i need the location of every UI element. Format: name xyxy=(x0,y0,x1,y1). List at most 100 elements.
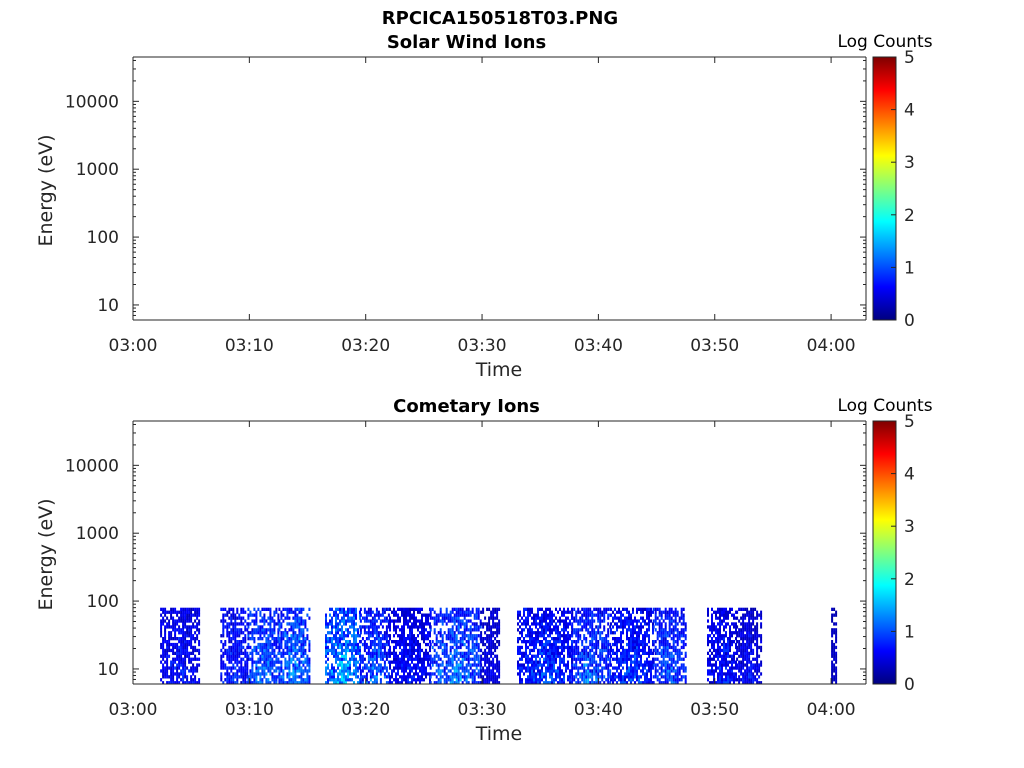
spectrogram-cell xyxy=(736,666,739,670)
spectrogram-cell xyxy=(707,642,709,647)
spectrogram-cell xyxy=(429,613,432,617)
spectrogram-cell xyxy=(662,651,665,655)
spectrogram-cell xyxy=(278,660,281,664)
spectrogram-cell xyxy=(186,678,189,682)
spectrogram-cell xyxy=(545,637,547,641)
spectrogram-cell xyxy=(545,619,547,623)
spectrogram-cell xyxy=(612,648,614,653)
spectrogram-cell xyxy=(567,660,569,664)
spectrogram-cell xyxy=(288,672,291,676)
spectrogram-cell xyxy=(541,622,543,626)
spectrogram-cell xyxy=(355,613,357,617)
spectrogram-cell xyxy=(164,666,167,670)
spectrogram-cell xyxy=(593,628,596,632)
spectrogram-cell xyxy=(247,645,250,650)
spectrogram-cell xyxy=(831,681,834,685)
spectrogram-cell xyxy=(425,634,427,638)
spectrogram-cell xyxy=(222,613,225,617)
spectrogram-cell xyxy=(246,669,249,673)
spectrogram-cell xyxy=(496,645,499,650)
spectrogram-cell xyxy=(363,625,366,629)
spectrogram-cell xyxy=(261,607,264,611)
spectrogram-cell xyxy=(407,619,409,623)
spectrogram-cell xyxy=(654,675,657,679)
spectrogram-cell xyxy=(343,613,345,617)
spectrogram-cell xyxy=(196,616,199,620)
spectrogram-cell xyxy=(727,681,729,685)
spectrogram-cell xyxy=(527,607,529,611)
spectrogram-cell xyxy=(445,634,448,638)
spectrogram-cell xyxy=(527,610,529,614)
spectrogram-cell xyxy=(664,648,667,653)
spectrogram-cell xyxy=(429,645,431,650)
spectrogram-cell xyxy=(465,654,468,658)
spectrogram-cell xyxy=(612,637,614,641)
spectrogram-cell xyxy=(492,616,495,620)
spectrogram-cell xyxy=(561,613,563,617)
spectrogram-cell xyxy=(587,622,590,626)
spectrogram-cell xyxy=(482,666,485,670)
spectrogram-cell xyxy=(713,681,715,685)
spectrogram-cell xyxy=(359,645,361,650)
spectrogram-cell xyxy=(555,657,557,661)
spectrogram-cell xyxy=(251,654,254,658)
spectrogram-cell xyxy=(463,672,466,676)
spectrogram-cell xyxy=(622,622,624,626)
spectrogram-cell xyxy=(304,678,307,682)
spectrogram-cell xyxy=(640,663,642,667)
spectrogram-cell xyxy=(553,666,555,670)
spectrogram-cell xyxy=(736,616,739,620)
spectrogram-cell xyxy=(172,625,175,629)
spectrogram-cell xyxy=(160,622,163,626)
spectrogram-cell xyxy=(242,657,245,661)
spectrogram-cell xyxy=(337,672,339,676)
spectrogram-cell xyxy=(727,675,729,679)
spectrogram-cell xyxy=(190,607,193,611)
spectrogram-cell xyxy=(162,637,165,641)
spectrogram-cell xyxy=(168,622,171,626)
spectrogram-cell xyxy=(387,619,390,623)
spectrogram-cell xyxy=(457,607,460,611)
spectrogram-cell xyxy=(439,645,442,650)
spectrogram-cell xyxy=(638,648,640,653)
spectrogram-cell xyxy=(490,645,493,650)
spectrogram-cell xyxy=(417,660,419,664)
spectrogram-cell xyxy=(369,634,372,638)
spectrogram-cell xyxy=(646,631,648,635)
spectrogram-cell xyxy=(607,628,610,632)
spectrogram-cell xyxy=(168,666,171,670)
spectrogram-cell xyxy=(341,654,343,658)
spectrogram-cell xyxy=(744,622,747,626)
spectrogram-cell xyxy=(461,651,464,655)
spectrogram-cell xyxy=(473,625,476,629)
spectrogram-cell xyxy=(563,607,565,611)
spectrogram-cell xyxy=(492,669,495,673)
spectrogram-cell xyxy=(748,634,751,638)
spectrogram-cell xyxy=(593,619,596,623)
spectrogram-cell xyxy=(551,628,553,632)
spectrogram-cell xyxy=(407,675,409,679)
spectrogram-cell xyxy=(723,625,725,629)
spectrogram-cell xyxy=(565,625,567,629)
spectrogram-cell xyxy=(298,625,301,629)
spectrogram-cell xyxy=(271,660,274,664)
spectrogram-cell xyxy=(397,607,399,611)
spectrogram-cell xyxy=(475,666,478,670)
spectrogram-cell xyxy=(298,637,301,641)
spectrogram-cell xyxy=(597,610,600,614)
spectrogram-cell xyxy=(292,634,295,638)
spectrogram-cell xyxy=(573,678,576,682)
spectrogram-cell xyxy=(624,660,626,664)
spectrogram-cell xyxy=(433,648,436,653)
spectrogram-cell xyxy=(174,607,177,611)
spectrogram-cell xyxy=(463,666,466,670)
spectrogram-cell xyxy=(355,610,357,614)
spectrogram-cell xyxy=(433,628,436,632)
spectrogram-cell xyxy=(331,669,333,673)
spectrogram-cell xyxy=(168,631,171,635)
spectrogram-cell xyxy=(658,678,661,682)
spectrogram-cell xyxy=(618,672,620,676)
spectrogram-cell xyxy=(335,651,337,655)
spectrogram-cell xyxy=(721,660,723,664)
spectrogram-cell xyxy=(565,616,567,620)
